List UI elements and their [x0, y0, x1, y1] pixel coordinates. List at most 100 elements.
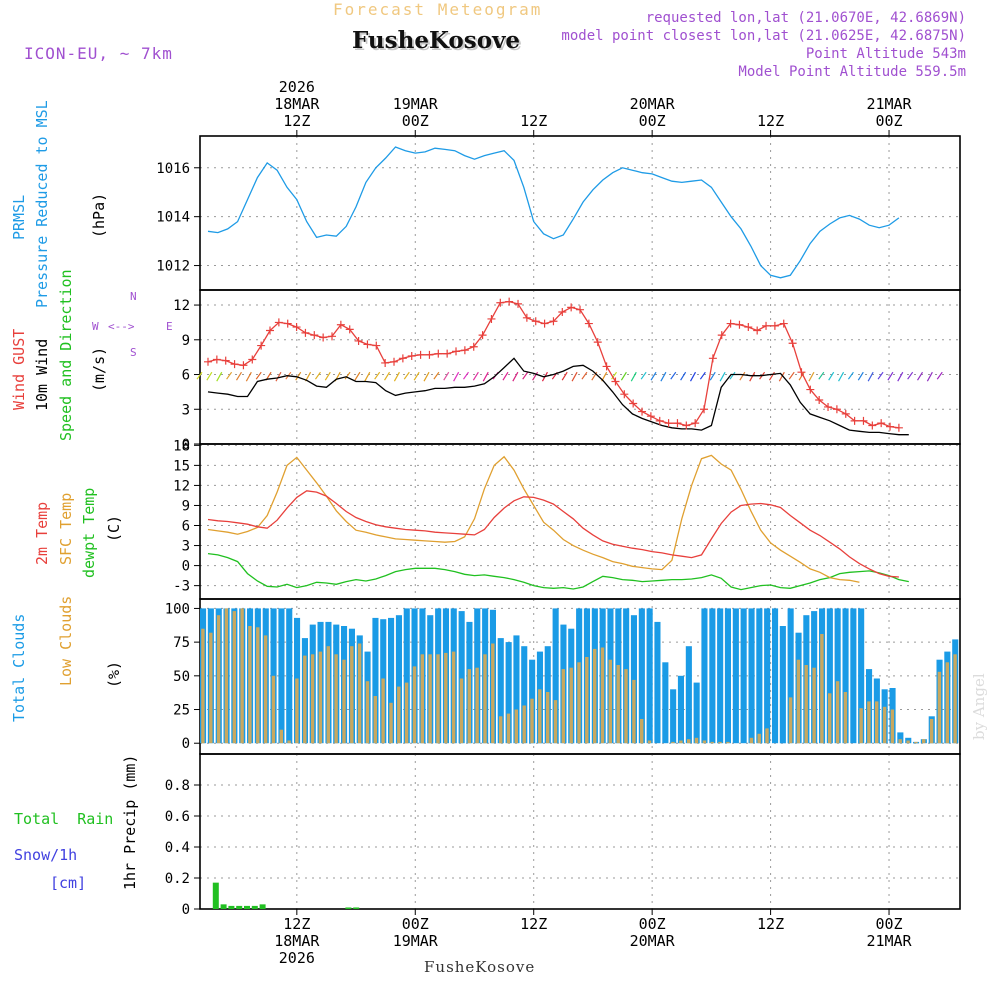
gust-marker [788, 339, 797, 348]
low-cloud-bar [647, 740, 652, 744]
low-cloud-bar [420, 654, 424, 744]
gust-marker [398, 354, 407, 363]
time-label-bottom: 12Z [757, 915, 784, 933]
gust-marker [770, 321, 779, 330]
model-point-altitude: Model Point Altitude 559.5m [738, 64, 966, 80]
wind-barb [393, 371, 400, 382]
low-cloud-bar [914, 741, 918, 744]
low-cloud-bar [475, 667, 479, 744]
low-cloud-bar [835, 681, 840, 744]
y-tick-label: 1012 [156, 259, 190, 275]
gust-marker [514, 299, 523, 308]
compass-w: W [92, 320, 99, 333]
low-cloud-bar [342, 659, 346, 744]
wind-barb [847, 371, 854, 380]
low-cloud-bar [389, 702, 393, 744]
low-cloud-bar [632, 679, 636, 744]
rain-bar [212, 882, 219, 909]
total-cloud-bar [897, 732, 904, 744]
panel-frame [199, 443, 961, 600]
low-cloud-bar [922, 739, 926, 744]
gust-marker [602, 362, 611, 371]
low-cloud-bar [796, 659, 801, 744]
panel-frame [199, 753, 961, 910]
gust-marker [779, 319, 788, 328]
panel-frame [199, 135, 961, 291]
gust-marker [381, 358, 390, 367]
closest-coords: model point closest lon,lat (21.0625E, 4… [561, 28, 966, 44]
wind-barb [917, 371, 924, 381]
rain-bar [220, 904, 227, 909]
gust-marker [567, 303, 576, 312]
wind-barb [630, 371, 637, 382]
low-cloud-bar [491, 643, 495, 744]
total-rain-label: Total Rain [14, 810, 114, 828]
wind-barb [403, 371, 410, 380]
t2m-line [207, 490, 899, 578]
time-label-top: 19MAR [393, 95, 439, 113]
low-cloud-bar [671, 741, 675, 744]
gust-marker [425, 350, 434, 359]
low-cloud-bar [326, 646, 330, 744]
gust-marker [708, 354, 717, 363]
low-cloud-bar [263, 635, 268, 744]
gust-marker [646, 412, 655, 421]
total-cloud-bar [278, 608, 285, 744]
gust-marker [266, 326, 275, 335]
low-cloud-bar [216, 615, 221, 744]
wind-barb [877, 371, 884, 380]
low-cloud-bar [303, 655, 307, 744]
total-cloud-bar [764, 608, 771, 744]
gust-marker [487, 314, 496, 323]
total-cloud-bar [552, 608, 559, 744]
wind-barb [867, 371, 874, 382]
wind-barb [532, 371, 539, 381]
total-cloud-bar [513, 635, 520, 744]
total-cloud-bar [286, 608, 293, 744]
gust-marker [700, 405, 709, 414]
gust-marker [797, 368, 806, 377]
gust-marker [815, 396, 824, 404]
low-cloud-bar [404, 682, 409, 744]
total-cloud-bar [732, 608, 739, 744]
low-cloud-bar [843, 692, 848, 744]
gust-marker [540, 319, 549, 328]
rain-bar [259, 904, 266, 909]
total-cloud-bar [693, 682, 700, 744]
gust-marker [354, 336, 363, 345]
gust-marker [753, 326, 762, 335]
low-cloud-bar [256, 627, 260, 744]
time-label-bottom: 00Z [875, 915, 902, 933]
low-cloud-bar [279, 729, 283, 744]
low-cloud-bar [702, 740, 707, 744]
wind-barb [235, 371, 242, 381]
rain-bar [353, 907, 360, 909]
gust-marker [478, 331, 487, 340]
low-cloud-bar [499, 716, 503, 744]
low-cloud-bar [232, 611, 236, 744]
wind-barb [768, 371, 775, 381]
total-cloud-bar [701, 608, 708, 744]
low-cloud-bar [593, 648, 597, 744]
wind-barb [344, 371, 351, 380]
wind-barb [670, 371, 677, 380]
time-label-top: 20MAR [630, 95, 676, 113]
dewpt-line [207, 552, 909, 591]
low-cloud-bar [687, 739, 691, 744]
total-cloud-bar [772, 608, 779, 744]
low-cloud-bar [530, 698, 534, 744]
compass: N W <--> E S [90, 288, 180, 360]
gust-marker [522, 313, 531, 322]
low-cloud-bar [937, 671, 942, 744]
y-tick-label: 18 [173, 438, 190, 454]
wind-barb [364, 371, 371, 382]
wind-barb [206, 371, 213, 381]
y-tick-label: 100 [165, 601, 190, 617]
subtitle: Forecast Meteogram [333, 0, 543, 19]
total-cloud-bar [850, 608, 857, 744]
low-cloud-bar [381, 678, 385, 744]
wind-barb [857, 371, 864, 381]
wind-barb [611, 371, 618, 380]
